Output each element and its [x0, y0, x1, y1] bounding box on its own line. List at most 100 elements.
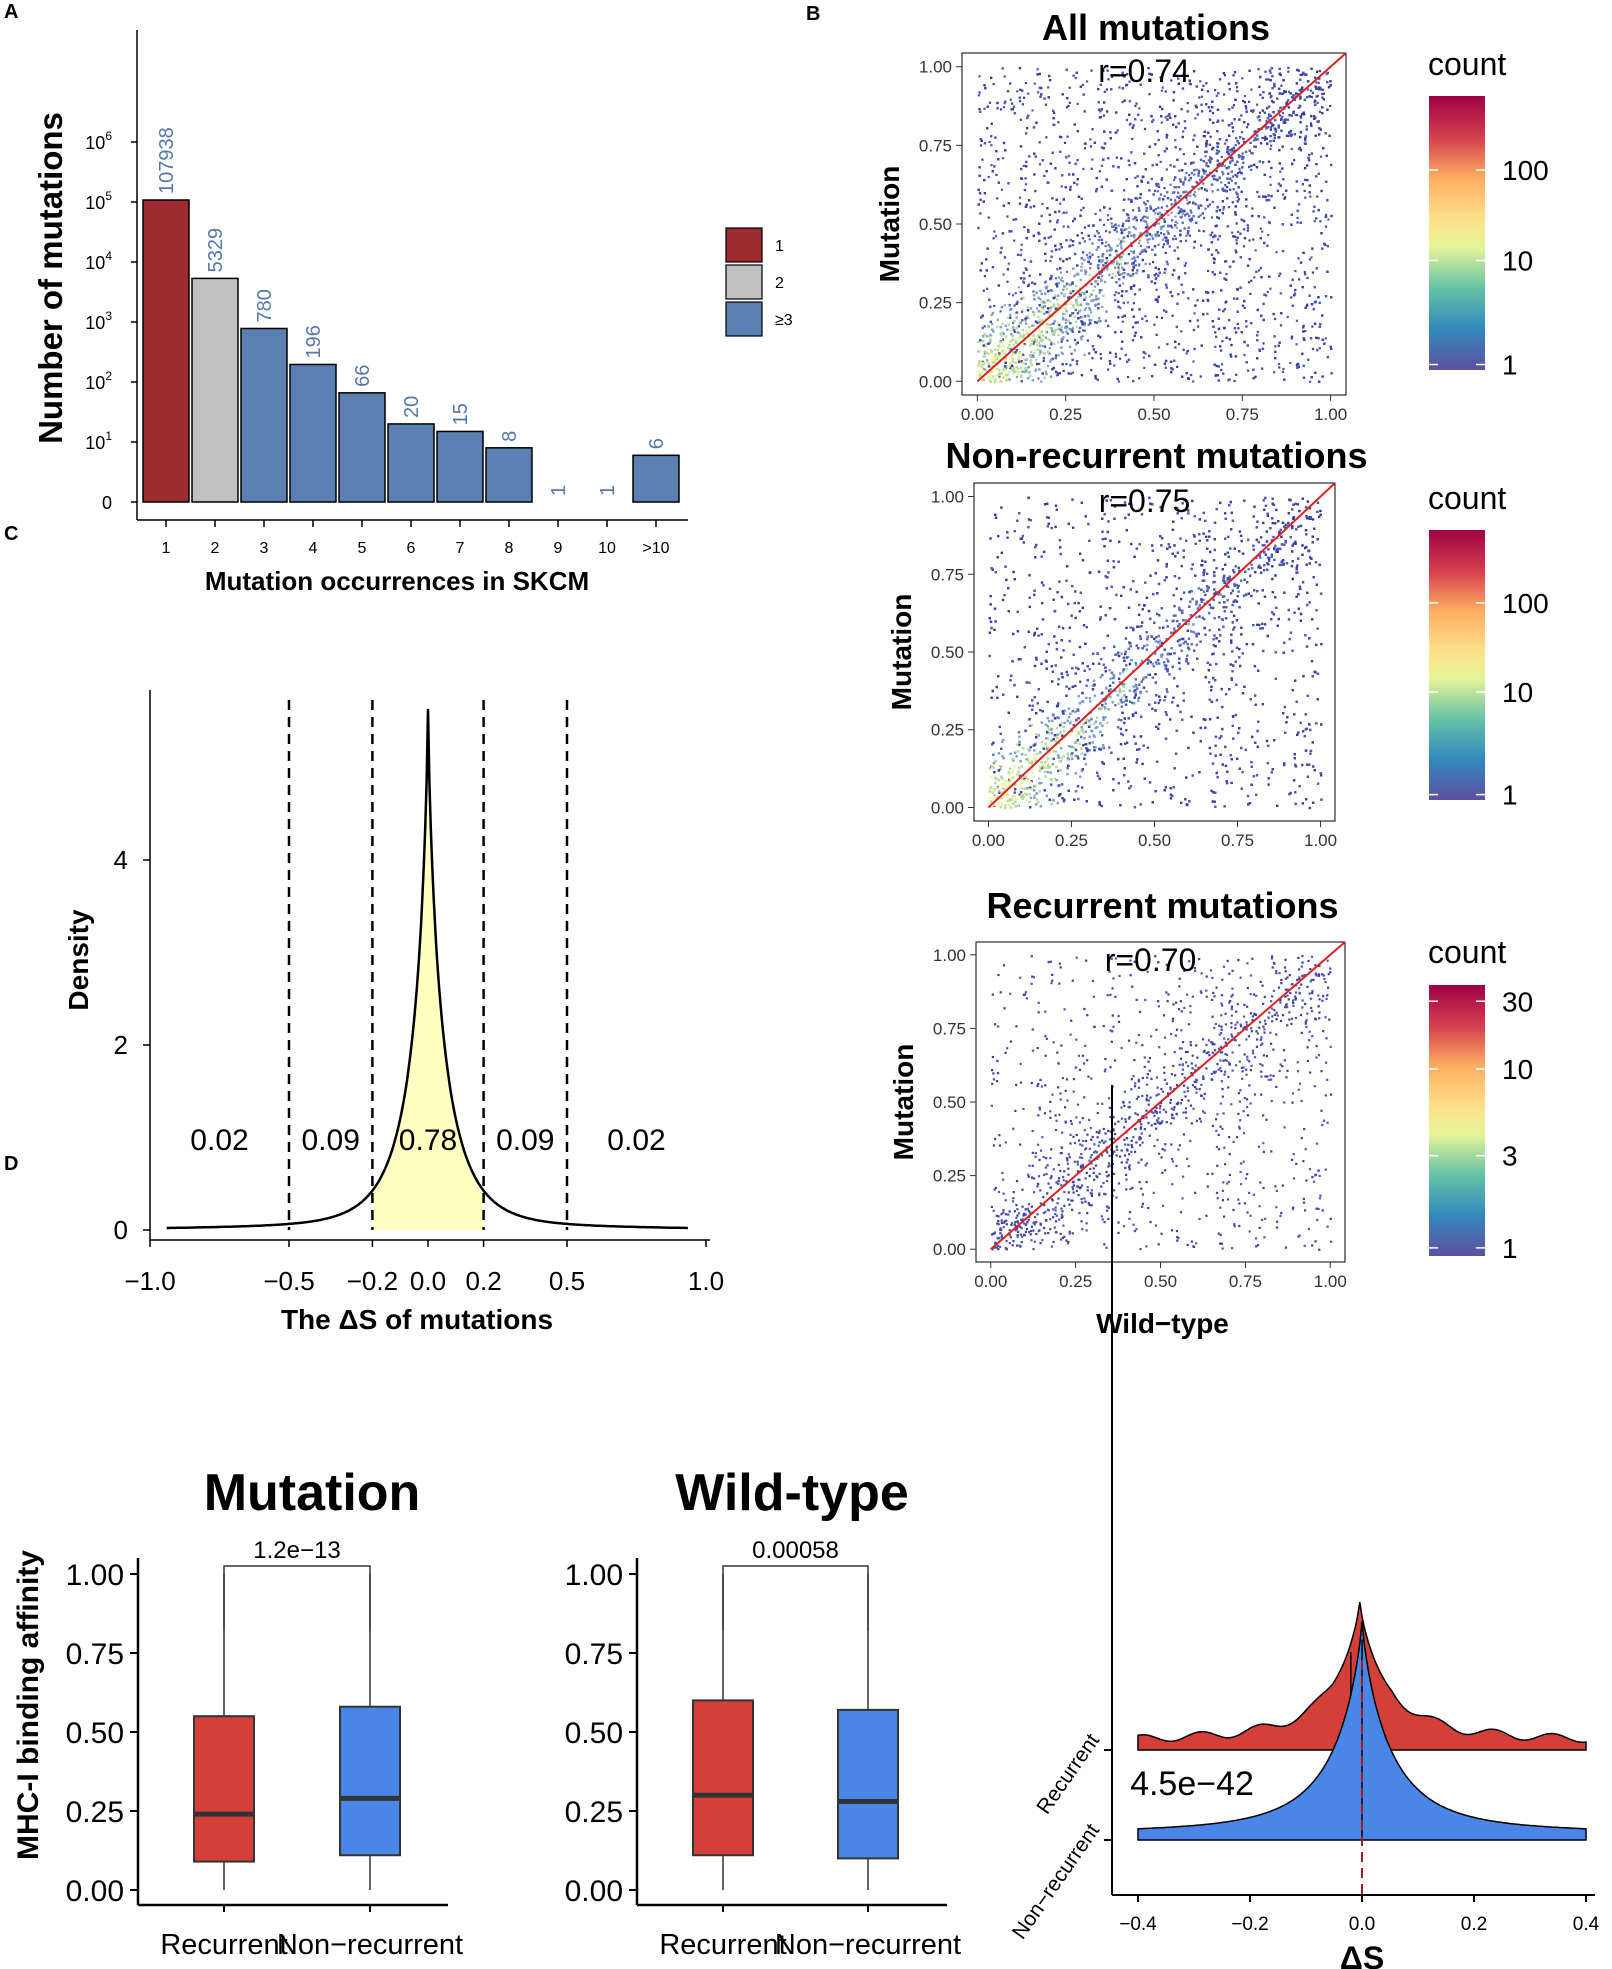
scatter-ylabel: Mutation: [888, 1044, 919, 1161]
box-xtick-label: Recurrent: [160, 1929, 287, 1961]
box-ytick-label: 0.75: [66, 1638, 124, 1671]
panel-a-xtick-label: 6: [407, 540, 416, 557]
scatter-ytick-label: 1.00: [919, 58, 952, 77]
scatter-points: [988, 496, 1323, 810]
colorbar-tick-label: 1: [1502, 350, 1518, 381]
box-subplot-title: Mutation: [204, 1464, 421, 1522]
scatter-subplot: Non-recurrent mutations r=0.75 0.00 0.25 0.5…: [886, 435, 1549, 850]
scatter-subplot: Recurrent mutations r=0.70 0.00 0.25 0.50 0.7…: [888, 885, 1533, 1339]
scatter-xtick-label: 1.00: [1314, 405, 1347, 424]
scatter-ylabel: Mutation: [874, 166, 905, 283]
box-ytick-label: 0.75: [565, 1638, 623, 1671]
colorbar: [1429, 530, 1485, 800]
panel-c-xtick-label: −0.2: [347, 1266, 398, 1296]
scatter-xtick-label: 0.25: [1049, 405, 1082, 424]
panel-a-bar: [240, 327, 288, 503]
panel-a-bar: [436, 430, 484, 503]
panel-c-xtick-label: 0.2: [466, 1266, 502, 1296]
scatter-title: Recurrent mutations: [986, 885, 1338, 926]
colorbar: [1429, 96, 1485, 370]
panel-d-box-plots: MHC-I binding affinity Mutation 0.00 0.25 0…: [12, 1464, 961, 1961]
correlation-label: r=0.74: [1098, 53, 1190, 89]
scatter-xtick-label: 0.50: [1138, 831, 1171, 850]
panel-a-xtick-label: 10: [598, 540, 616, 557]
panel-a-ylabel: Number of mutations: [32, 112, 69, 444]
box-ytick-label: 0.00: [66, 1875, 124, 1908]
scatter-xtick-label: 1.00: [1314, 1272, 1347, 1291]
scatter-ytick-label: 0.25: [933, 1167, 966, 1186]
panel-a-legend-swatch: [725, 301, 763, 337]
colorbar-tick-label: 10: [1502, 245, 1533, 276]
panel-a-value-label: 8: [499, 431, 521, 442]
scatter-xtick-label: 0.25: [1055, 831, 1088, 850]
scatter-points: [990, 954, 1333, 1251]
panel-label-c: C: [4, 523, 18, 545]
panel-a-ytick-label: 103: [85, 309, 112, 333]
panel-a-bar: [485, 447, 533, 503]
scatter-ytick-label: 0.50: [919, 215, 952, 234]
significance-bracket: [722, 1565, 869, 1631]
scatter-xtick-label: 0.75: [1226, 405, 1259, 424]
scatter-xtick-label: 0.75: [1229, 1272, 1262, 1291]
panel-c-ytick-label: 4: [114, 845, 128, 875]
box-iqr: [193, 1715, 255, 1863]
correlation-label: r=0.75: [1099, 483, 1191, 519]
colorbar: [1429, 985, 1485, 1256]
panel-a-bar: [289, 363, 337, 503]
correlation-label: r=0.70: [1105, 942, 1197, 978]
scatter-xtick-label: 0.00: [961, 405, 994, 424]
panel-a-xtick-label: 3: [260, 540, 269, 557]
ridge-xtick-label: −0.2: [1231, 1914, 1269, 1935]
box-xtick-label: Recurrent: [659, 1929, 786, 1961]
panel-a-bar: [191, 277, 239, 503]
colorbar-title: count: [1428, 480, 1506, 516]
panel-a-value-label: 5329: [205, 228, 227, 273]
scatter-title: All mutations: [1042, 7, 1270, 48]
box-ytick-label: 1.00: [565, 1559, 623, 1592]
panel-c-xtick-label: 0.0: [410, 1266, 446, 1296]
box-iqr: [692, 1699, 754, 1857]
region-fraction-label: 0.78: [399, 1124, 457, 1157]
scatter-ytick-label: 0.25: [931, 721, 964, 740]
panel-label-a: A: [4, 1, 18, 23]
ridge-ytick-label: Recurrent: [1032, 1730, 1104, 1819]
panel-a-value-label: 1: [548, 485, 570, 496]
panel-c-ytick-label: 0: [114, 1215, 128, 1245]
panel-a-legend-label: 1: [775, 238, 784, 255]
scatter-ytick-label: 0.75: [931, 565, 964, 584]
scatter-ytick-label: 1.00: [933, 946, 966, 965]
colorbar-tick-label: 1: [1502, 1233, 1518, 1264]
colorbar-tick-label: 3: [1502, 1141, 1518, 1172]
scatter-ytick-label: 0.25: [919, 294, 952, 313]
ridge-xtick-label: 0.4: [1573, 1914, 1600, 1935]
panel-a-ytick-label: 104: [85, 249, 112, 273]
ridge-xtick-label: −0.4: [1119, 1914, 1157, 1935]
scatter-xtick-label: 0.50: [1144, 1272, 1177, 1291]
panel-c-xlabel: The ΔS of mutations: [281, 1304, 553, 1335]
box-subplot-title: Wild-type: [675, 1464, 909, 1522]
scatter-ytick-label: 0.00: [931, 798, 964, 817]
scatter-xtick-label: 0.50: [1137, 405, 1170, 424]
panel-label-b: B: [806, 3, 820, 25]
box-ytick-label: 0.25: [66, 1796, 124, 1829]
panel-a-bar: [387, 423, 435, 503]
panel-a-xtick-label: 9: [554, 540, 563, 557]
scatter-xlabel: Wild−type: [1096, 1308, 1229, 1339]
panel-a-xtick-label: >10: [642, 540, 669, 557]
scatter-title: Non-recurrent mutations: [945, 435, 1367, 476]
panel-a-xtick-label: 2: [211, 540, 220, 557]
box-ytick-label: 0.00: [565, 1875, 623, 1908]
panel-c-xtick-label: −1.0: [124, 1266, 175, 1296]
panel-a-ytick-label: 106: [85, 129, 112, 153]
panel-a-bar: [338, 392, 386, 503]
panel-c-xtick-label: 0.5: [549, 1266, 585, 1296]
box-ytick-label: 0.50: [66, 1717, 124, 1750]
box-iqr: [339, 1705, 401, 1857]
panel-a-bar-chart: Number of mutations Mutation occurrences…: [32, 30, 793, 596]
scatter-xtick-label: 0.00: [972, 831, 1005, 850]
panel-a-bar: [632, 454, 680, 503]
panel-a-value-label: 196: [303, 325, 325, 358]
panel-a-ytick-label: 101: [85, 429, 112, 453]
panel-c-xtick-label: 1.0: [688, 1266, 724, 1296]
region-fraction-label: 0.09: [496, 1124, 554, 1157]
